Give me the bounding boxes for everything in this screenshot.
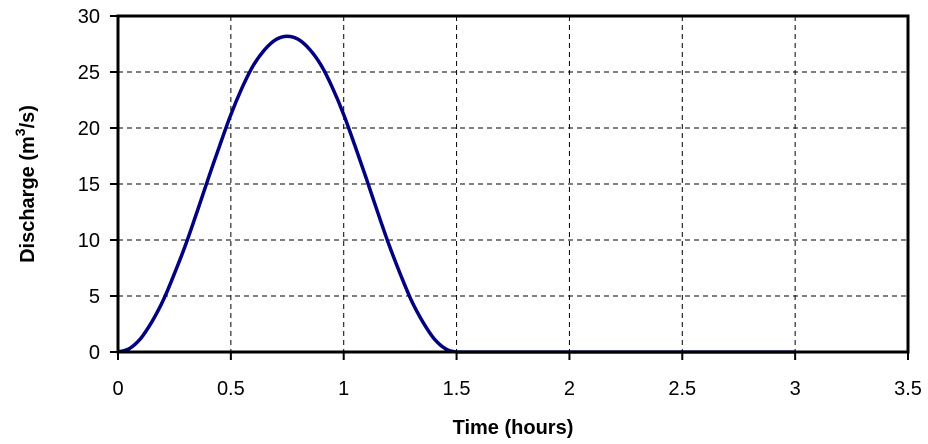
y-axis-title-main: Discharge (m	[17, 136, 39, 263]
x-tick-label: 2.5	[668, 378, 696, 400]
x-tick-label: 1	[338, 378, 349, 400]
y-tick-label: 30	[78, 6, 100, 28]
y-axis-title: Discharge (m3/s)	[12, 105, 39, 263]
x-tick-label: 0.5	[217, 378, 245, 400]
tick-labels: 0 5 10 15 20 25 30 0 0.5 1 1.5 2 2.5 3 3.5	[78, 6, 922, 400]
y-axis-title-superscript: 3	[12, 128, 28, 136]
y-tick-label: 15	[78, 174, 100, 196]
y-tick-label: 10	[78, 230, 100, 252]
x-axis-title: Time (hours)	[453, 417, 574, 439]
y-axis-title-tail: /s)	[17, 105, 39, 128]
y-tick-label: 0	[89, 342, 100, 364]
y-tick-label: 20	[78, 118, 100, 140]
y-tick-label: 5	[89, 286, 100, 308]
x-tick-label: 2	[564, 378, 575, 400]
x-tick-label: 0	[112, 378, 123, 400]
y-tick-label: 25	[78, 62, 100, 84]
plot-area-border	[116, 14, 910, 354]
grid-lines	[118, 16, 908, 352]
x-tick-label: 3.5	[894, 378, 922, 400]
x-tick-label: 1.5	[443, 378, 471, 400]
x-tick-label: 3	[790, 378, 801, 400]
